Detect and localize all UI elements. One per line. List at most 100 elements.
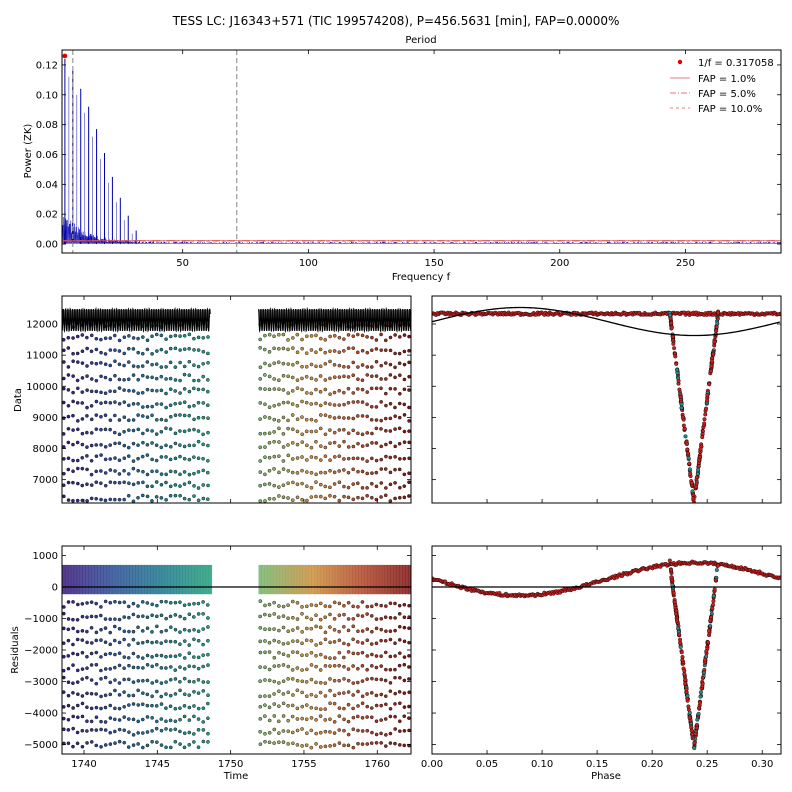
residual-eclipse-point	[677, 632, 682, 637]
eclipse-point	[683, 434, 688, 439]
data-point	[388, 470, 393, 475]
residual-point	[178, 642, 182, 646]
data-point	[332, 375, 337, 379]
residual-point	[407, 603, 411, 608]
data-point	[154, 458, 159, 463]
residual-point	[150, 694, 154, 699]
data-point	[89, 443, 94, 448]
data-point	[136, 402, 140, 406]
eclipse-point	[696, 464, 701, 469]
data-point	[99, 414, 103, 419]
data-point	[140, 364, 145, 368]
data-point	[384, 486, 388, 490]
data-point	[131, 418, 136, 422]
data-point	[182, 482, 187, 486]
residual-point	[318, 714, 323, 718]
data-point	[173, 456, 178, 461]
data-point	[140, 373, 145, 378]
data-point	[103, 391, 108, 396]
residual-band	[147, 564, 151, 595]
residual-point	[263, 703, 267, 707]
residual-point	[99, 627, 103, 632]
residual-point	[263, 678, 267, 682]
residual-point	[263, 714, 267, 718]
data-point	[328, 493, 332, 498]
residual-band	[123, 564, 128, 595]
residual-point	[122, 705, 126, 709]
residual-point	[112, 638, 117, 643]
data-point	[206, 416, 210, 420]
residual-point	[318, 690, 323, 695]
data-point	[323, 413, 328, 417]
data-point	[150, 404, 155, 409]
residual-point	[192, 732, 196, 736]
residual-point	[291, 741, 295, 746]
residuals-phase-xtick-label: 0.20	[641, 759, 663, 770]
residual-point	[131, 733, 136, 737]
data-point	[99, 453, 103, 457]
eclipse-point	[670, 334, 675, 339]
data-point	[205, 389, 210, 394]
residual-point	[201, 680, 206, 684]
data-point	[318, 426, 323, 431]
residuals-time-ylabel: Residuals	[10, 626, 21, 673]
data-point	[369, 348, 374, 353]
data-point	[360, 432, 365, 437]
residual-point	[402, 729, 407, 733]
data-point	[277, 387, 281, 392]
residual-point	[155, 603, 159, 608]
residual-band	[408, 564, 411, 595]
residual-band	[97, 564, 101, 595]
residual-point	[267, 650, 272, 654]
residual-point	[127, 663, 131, 668]
data-point	[205, 497, 210, 502]
residual-point	[286, 603, 290, 607]
data-point	[300, 415, 304, 419]
data-point	[196, 429, 201, 433]
residual-point	[136, 625, 140, 630]
residual-point	[80, 694, 85, 698]
data-point	[337, 428, 342, 432]
residual-point	[369, 614, 374, 618]
data-point	[192, 455, 196, 459]
data-point	[291, 336, 295, 340]
residual-point	[159, 666, 164, 670]
residual-point	[159, 717, 164, 721]
data-point	[300, 432, 304, 437]
residual-point	[402, 743, 407, 748]
phase-model-line	[432, 306, 780, 337]
data-point	[388, 386, 393, 391]
residual-point	[113, 729, 117, 734]
data-point	[300, 455, 304, 459]
residual-point	[75, 668, 80, 673]
residual-point	[309, 638, 314, 643]
data-point	[145, 453, 150, 457]
data-point	[332, 430, 337, 435]
data-point	[164, 377, 168, 381]
residual-point	[328, 604, 332, 609]
data-point	[267, 332, 272, 337]
eclipse-point	[684, 441, 689, 446]
residual-point	[66, 627, 71, 632]
data-point	[314, 429, 318, 434]
residual-point	[113, 717, 117, 722]
residual-point	[365, 638, 370, 643]
residual-point	[117, 640, 122, 645]
residual-point	[355, 714, 360, 719]
residual-point	[323, 604, 328, 608]
residual-point	[318, 668, 323, 672]
residual-point	[374, 693, 379, 698]
residual-band	[402, 564, 406, 595]
periodogram-panel: Period 50 100 150 200 2500.000.020.040.060.0…	[23, 35, 782, 283]
data-time-ytick-label: 8000	[33, 444, 58, 455]
data-point	[131, 499, 136, 503]
residual-point	[85, 705, 89, 710]
residual-point	[272, 600, 276, 605]
data-point	[356, 441, 360, 446]
residual-point	[89, 626, 94, 630]
residual-point	[379, 627, 384, 632]
residual-point	[346, 617, 351, 621]
residual-point	[131, 680, 136, 684]
data-point	[196, 348, 201, 352]
data-point	[337, 454, 342, 458]
